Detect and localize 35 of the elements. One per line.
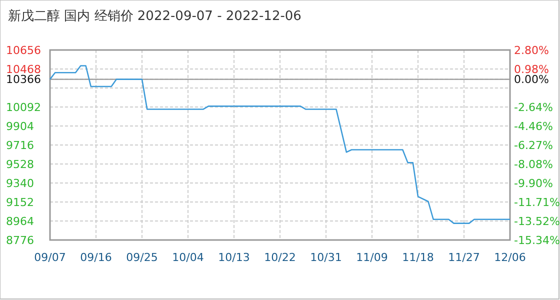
y2-tick-label: -15.34%	[514, 234, 560, 247]
x-tick-label: 11/18	[402, 251, 434, 264]
y-tick-label: 10092	[6, 100, 41, 114]
y2-tick-label: -9.90%	[514, 176, 553, 190]
y2-tick-label: -8.08%	[514, 158, 553, 171]
x-tick-label: 10/04	[172, 251, 204, 264]
chart-title: 新戊二醇 国内 经销价 2022-09-07 - 2022-12-06	[8, 9, 302, 24]
y-tick-label: 10656	[6, 44, 41, 57]
x-tick-label: 09/25	[126, 251, 158, 264]
y2-tick-label: -4.46%	[514, 120, 553, 133]
x-tick-label: 10/13	[218, 251, 250, 264]
x-tick-label: 09/07	[34, 251, 66, 264]
x-tick-label: 11/27	[448, 251, 480, 264]
y2-tick-label: -11.71%	[514, 196, 560, 209]
y2-tick-label: -2.64%	[514, 100, 553, 114]
y2-tick-label: -6.27%	[514, 138, 553, 152]
y-tick-label: 10468	[6, 62, 41, 76]
y2-tick-label: 0.98%	[514, 62, 549, 76]
y2-tick-label: -13.52%	[514, 214, 560, 228]
x-tick-label: 12/06	[494, 251, 526, 264]
y-tick-label: 8964	[6, 214, 34, 228]
x-tick-label: 09/16	[80, 251, 112, 264]
x-tick-label: 11/09	[356, 251, 388, 264]
y-tick-label: 9904	[6, 120, 34, 133]
y2-tick-label: 0.00%	[514, 73, 549, 86]
y-tick-label: 10366	[6, 73, 41, 86]
y-tick-label: 9340	[6, 176, 34, 190]
line-series	[49, 65, 511, 224]
y-tick-label: 9152	[6, 196, 34, 209]
y2-tick-label: 2.80%	[514, 44, 549, 57]
x-tick-label: 10/22	[264, 251, 296, 264]
y-tick-label: 9716	[6, 138, 34, 152]
x-tick-label: 10/31	[310, 251, 342, 264]
y-tick-label: 8776	[6, 234, 34, 247]
y-tick-label: 9528	[6, 158, 34, 171]
